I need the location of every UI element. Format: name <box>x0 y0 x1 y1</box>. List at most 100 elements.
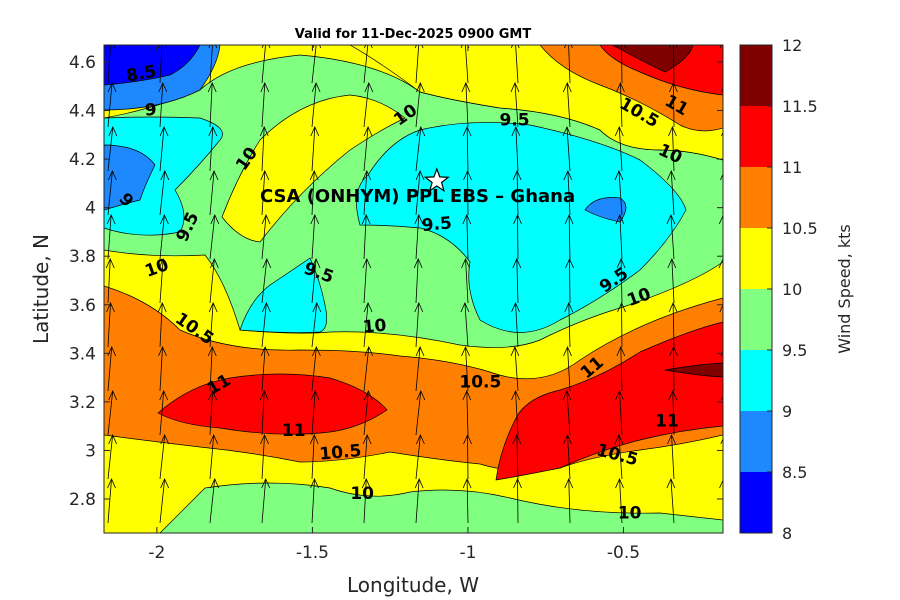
wind-arrow-shaft <box>466 478 469 524</box>
wind-arrow-head <box>262 302 271 313</box>
wind-arrow-shaft <box>311 346 317 392</box>
wind-arrow-shaft <box>415 170 421 216</box>
wind-arrow-shaft <box>670 170 675 216</box>
wind-arrow-head <box>511 126 521 137</box>
wind-arrow-shaft <box>566 126 571 172</box>
wind-arrow-shaft <box>568 478 571 524</box>
wind-arrow-shaft <box>618 170 623 216</box>
contour-label: 10 <box>618 504 642 524</box>
wind-arrow-shaft <box>673 45 675 84</box>
wind-arrow-shaft <box>107 258 111 304</box>
wind-arrow-head <box>669 82 678 93</box>
wind-arrow-shaft <box>515 126 519 172</box>
wind-arrow-head <box>614 126 624 137</box>
wind-arrow-head <box>719 479 723 489</box>
wind-arrow-shaft <box>209 258 215 304</box>
wind-arrow-shaft <box>107 434 114 480</box>
axes-box <box>103 44 724 534</box>
wind-arrow-head <box>108 126 118 137</box>
wind-arrow-head <box>462 478 472 489</box>
wind-arrow-shaft <box>672 302 675 348</box>
colorbar-tick-label: 8 <box>782 524 792 543</box>
wind-arrow-shaft <box>415 126 422 172</box>
wind-arrow-shaft <box>724 303 726 347</box>
wind-arrow-shaft <box>107 214 112 260</box>
wind-arrow-shaft <box>107 126 114 172</box>
wind-arrow-shaft <box>107 390 114 436</box>
wind-arrow-shaft <box>159 258 164 304</box>
wind-arrow-shaft <box>209 82 213 128</box>
site-star-icon <box>423 167 450 193</box>
wind-arrow-head <box>666 214 676 225</box>
wind-arrow-head <box>108 434 117 445</box>
wind-arrow-shaft <box>725 347 726 391</box>
wind-arrow-head <box>616 258 626 269</box>
wind-arrow-shaft <box>261 214 267 260</box>
wind-arrow-shaft <box>672 390 675 436</box>
wind-arrow-shaft <box>261 82 266 128</box>
wind-arrow-head <box>311 82 321 93</box>
wind-arrow-shaft <box>415 302 420 348</box>
wind-arrow-shaft <box>363 82 370 128</box>
wind-arrow-shaft <box>673 82 675 128</box>
wind-arrow-head <box>361 214 371 225</box>
wind-arrow-head <box>461 0 469 4</box>
colorbar-tick-label: 10.5 <box>782 219 818 238</box>
wind-arrow-shaft <box>107 302 111 348</box>
y-tick-label: 4.6 <box>69 53 96 73</box>
contour-label: 9.5 <box>421 213 453 236</box>
wind-arrow-head <box>158 346 167 357</box>
wind-arrow-shaft <box>671 258 675 304</box>
wind-arrow-head <box>461 258 470 269</box>
colorbar-tick-label: 12 <box>782 36 802 55</box>
contour-label: 10.5 <box>459 372 501 392</box>
band-10-10.5-northcentral <box>221 94 406 243</box>
wind-arrow-head <box>413 258 423 269</box>
wind-arrow-head <box>562 126 572 137</box>
wind-arrow-shaft <box>415 82 421 128</box>
wind-arrow-shaft <box>415 45 420 84</box>
x-tick-label: -0.5 <box>607 543 640 563</box>
wind-arrow-head <box>260 346 270 357</box>
wind-arrow-shaft <box>159 170 166 216</box>
colorbar-swatch <box>740 350 772 411</box>
wind-arrow-shaft <box>415 478 420 524</box>
wind-arrow-head <box>564 302 574 313</box>
wind-arrow-head <box>461 82 471 93</box>
x-tick-label: -1 <box>459 543 476 563</box>
wind-arrow-head <box>208 126 218 137</box>
wind-arrow-head <box>260 82 270 93</box>
wind-arrow-head <box>616 82 625 93</box>
wind-arrow-shaft <box>724 39 726 83</box>
colorbar-swatch <box>740 289 772 350</box>
wind-arrow-head <box>310 478 319 489</box>
wind-arrow-head <box>312 302 322 313</box>
wind-arrow-shaft <box>465 82 469 128</box>
wind-arrow-head <box>416 126 426 137</box>
wind-arrow-shaft <box>621 45 623 84</box>
wind-arrow-head <box>158 258 168 269</box>
wind-arrow-shaft <box>466 214 469 260</box>
colorbar-swatch <box>740 472 772 533</box>
x-axis-ticks: -2 -1.5 -1 -0.5 <box>148 45 640 563</box>
wind-arrow-head <box>565 0 573 4</box>
wind-arrow-shaft <box>261 302 267 348</box>
wind-arrow-head <box>106 302 115 313</box>
wind-arrow-shaft <box>722 215 723 218</box>
wind-arrow-head <box>259 126 269 137</box>
wind-arrow-shaft <box>466 126 469 172</box>
band-9-9.5-northwest <box>104 116 223 236</box>
contour-label: 10 <box>350 484 374 504</box>
wind-arrow-head <box>362 434 372 445</box>
wind-arrow-shaft <box>311 126 316 172</box>
x-axis-label: Longitude, W <box>347 573 479 597</box>
wind-arrow-shaft <box>724 479 726 523</box>
wind-arrow-shaft <box>415 390 422 436</box>
wind-arrow-head <box>210 214 220 225</box>
wind-arrow-shaft <box>619 478 623 524</box>
y-tick-label: 2.8 <box>69 490 96 510</box>
wind-arrow-head <box>108 390 118 401</box>
wind-arrow-shaft <box>516 258 519 304</box>
wind-arrow-shaft <box>363 258 368 304</box>
wind-arrow-head <box>668 302 678 313</box>
